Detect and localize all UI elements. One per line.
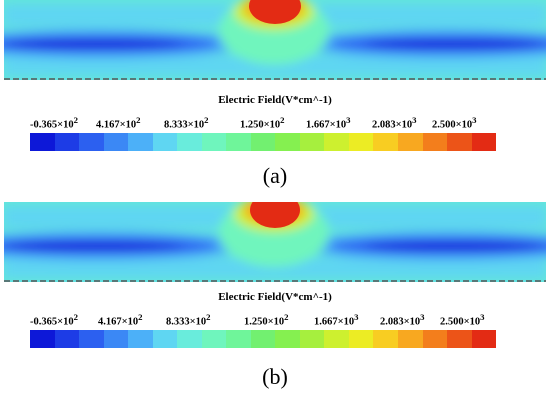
colorbar-segment <box>226 330 251 348</box>
colorbar-title-text: Electric Field(V*cm^-1) <box>218 94 332 106</box>
colorbar-segment <box>324 330 349 348</box>
tick-label: 1.667×103 <box>306 115 351 131</box>
colorbar-segment <box>177 330 202 348</box>
tick-label: 8.333×102 <box>166 312 211 328</box>
colorbar-segment <box>177 133 202 151</box>
colorbar-segment <box>447 133 472 151</box>
tick-label: -0.365×102 <box>30 115 78 131</box>
colorbar-segment <box>447 330 472 348</box>
colorbar-segment <box>275 330 300 348</box>
colorbar-segment <box>30 133 55 151</box>
colorbar-segment <box>471 330 497 348</box>
colorbar-segment <box>54 133 80 151</box>
colorbar-segment <box>54 330 80 348</box>
tick-label: 2.083×103 <box>380 312 425 328</box>
colorbar-segment <box>324 133 349 151</box>
field-map-b <box>4 202 546 282</box>
tick-label: 4.167×102 <box>98 312 143 328</box>
colorbar-segment <box>373 133 398 151</box>
colorbar-segment <box>471 133 497 151</box>
colorbar-segment <box>128 133 153 151</box>
colorbar-segment <box>299 330 325 348</box>
colorbar-segment <box>201 133 227 151</box>
colorbar-segment <box>128 330 153 348</box>
colorbar-segment <box>152 330 178 348</box>
colorbar <box>30 133 497 151</box>
tick-label: 1.250×102 <box>244 312 289 328</box>
colorbar-segment <box>397 330 423 348</box>
panel-caption: (b) <box>262 364 288 389</box>
colorbar-segment <box>373 330 398 348</box>
tick-label: 2.500×103 <box>432 115 477 131</box>
colorbar-segment <box>275 133 300 151</box>
colorbar-segment <box>79 330 104 348</box>
colorbar-segment <box>103 330 129 348</box>
colorbar-segment <box>348 330 374 348</box>
panel-a: Electric Field(V*cm^-1) -0.365×102 4.167… <box>0 0 550 200</box>
colorbar-title: Electric Field(V*cm^-1) <box>0 94 550 106</box>
colorbar-segment <box>79 133 104 151</box>
colorbar-segment <box>250 133 276 151</box>
colorbar-segment <box>103 133 129 151</box>
colorbar-title-text: Electric Field(V*cm^-1) <box>218 291 332 303</box>
tick-label: 4.167×102 <box>96 115 141 131</box>
colorbar-title: Electric Field(V*cm^-1) <box>0 291 550 303</box>
tick-label: 2.083×103 <box>372 115 417 131</box>
tick-label: 1.667×103 <box>314 312 359 328</box>
tick-label: 2.500×103 <box>440 312 485 328</box>
tick-label: 1.250×102 <box>240 115 285 131</box>
colorbar-segment <box>226 133 251 151</box>
colorbar-segment <box>397 133 423 151</box>
field-map-a <box>4 0 546 80</box>
colorbar-segment <box>422 133 448 151</box>
tick-label: 8.333×102 <box>164 115 209 131</box>
colorbar-segment <box>299 133 325 151</box>
colorbar-segment <box>201 330 227 348</box>
panel-b: Electric Field(V*cm^-1) -0.365×102 4.167… <box>0 200 550 402</box>
colorbar-segment <box>422 330 448 348</box>
colorbar-segment <box>152 133 178 151</box>
tick-label: -0.365×102 <box>30 312 78 328</box>
colorbar-segment <box>348 133 374 151</box>
panel-caption: (a) <box>262 163 288 188</box>
colorbar-segment <box>250 330 276 348</box>
colorbar-segment <box>30 330 55 348</box>
colorbar <box>30 330 497 348</box>
